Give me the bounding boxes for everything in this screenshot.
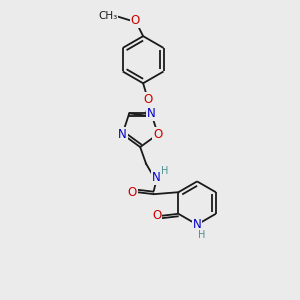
Text: CH₃: CH₃ [98, 11, 117, 20]
Text: O: O [143, 93, 153, 106]
Text: H: H [198, 230, 206, 240]
Text: N: N [152, 171, 160, 184]
Text: N: N [118, 128, 127, 141]
Text: N: N [193, 218, 202, 231]
Text: O: O [128, 186, 137, 199]
Text: O: O [153, 128, 163, 141]
Text: O: O [152, 209, 161, 222]
Text: H: H [161, 166, 168, 176]
Text: N: N [147, 107, 155, 120]
Text: O: O [131, 14, 140, 27]
